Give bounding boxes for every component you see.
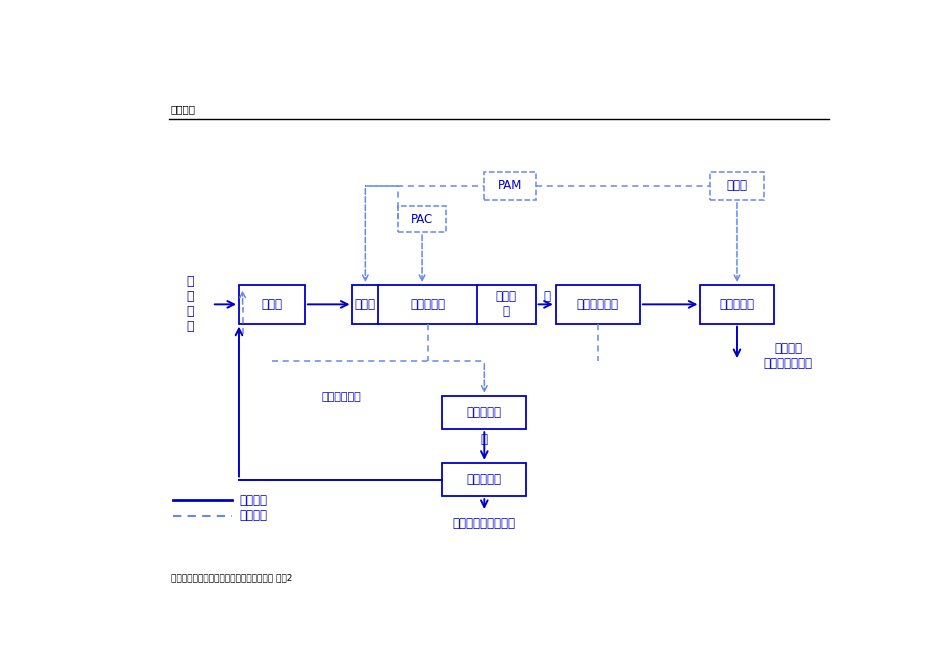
Text: 泥饼装车外运作燃料: 泥饼装车外运作燃料: [452, 516, 515, 530]
Text: PAC: PAC: [411, 213, 432, 226]
Bar: [442, 396, 526, 429]
Text: 矿
井
废
水: 矿 井 废 水: [186, 276, 194, 333]
Text: 污泥管道: 污泥管道: [239, 509, 267, 522]
Text: 滤液至调节池: 滤液至调节池: [321, 392, 361, 402]
Text: 中间水
池: 中间水 池: [496, 290, 516, 318]
Text: 精品资料: 精品资料: [171, 104, 195, 114]
Bar: [352, 285, 535, 324]
Bar: [709, 172, 764, 200]
Text: 达标排放
和部分生产回用: 达标排放 和部分生产回用: [763, 342, 812, 370]
Text: 斜管沉淀池: 斜管沉淀池: [410, 298, 445, 311]
Bar: [555, 285, 639, 324]
Text: 泵: 泵: [480, 434, 487, 446]
Text: PAM: PAM: [497, 179, 522, 193]
Text: 箱式脱泥机: 箱式脱泥机: [466, 473, 501, 486]
Text: 消毒剂: 消毒剂: [726, 179, 747, 193]
Bar: [442, 463, 526, 496]
Text: 污泥浓缩池: 污泥浓缩池: [466, 406, 501, 419]
Text: 泵: 泵: [543, 290, 550, 302]
Text: 一体化净水器: 一体化净水器: [576, 298, 618, 311]
Bar: [700, 285, 773, 324]
Text: 消毒接触池: 消毒接触池: [718, 298, 753, 311]
Bar: [397, 207, 446, 232]
Text: 调节池: 调节池: [261, 298, 282, 311]
Text: 仅供学习与交流，如有侵权请联系网站删除 谢谢2: 仅供学习与交流，如有侵权请联系网站删除 谢谢2: [171, 573, 292, 583]
Text: 反应池: 反应池: [354, 298, 376, 311]
Bar: [239, 285, 305, 324]
Text: 污水管道: 污水管道: [239, 494, 267, 506]
Bar: [483, 172, 535, 200]
